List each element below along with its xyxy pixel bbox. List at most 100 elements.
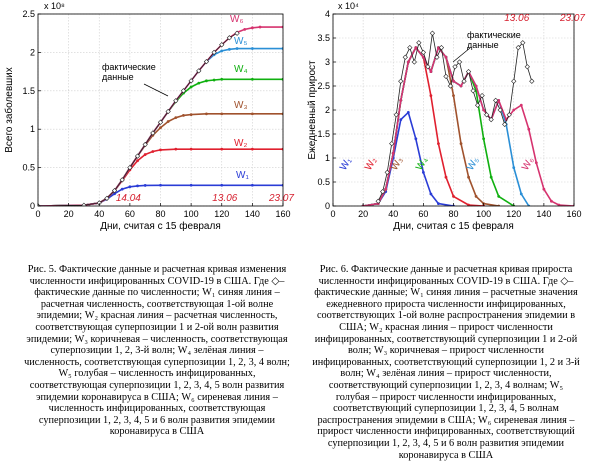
y-tick-label: 2 bbox=[325, 105, 330, 115]
series-point bbox=[250, 183, 254, 187]
x-tick-label: 0 bbox=[35, 209, 40, 219]
actual-data-marker bbox=[456, 59, 463, 65]
x-tick-label: 40 bbox=[388, 209, 398, 219]
actual-data-marker bbox=[465, 68, 472, 75]
series-point bbox=[452, 195, 455, 198]
date-mark-label: 14.04 bbox=[116, 193, 141, 204]
x-tick-label: 40 bbox=[94, 209, 104, 219]
series-point bbox=[452, 79, 455, 83]
actual-data-marker bbox=[127, 164, 133, 171]
actual-data-marker bbox=[380, 188, 386, 195]
series-point bbox=[497, 195, 501, 198]
actual-data-marker bbox=[142, 141, 148, 148]
y-axis-label: Ежедневный прирост bbox=[307, 60, 318, 160]
actual-data-marker bbox=[497, 107, 503, 113]
series-point bbox=[452, 94, 455, 97]
x-tick-label: 120 bbox=[506, 209, 521, 219]
x-tick-label: 80 bbox=[448, 209, 458, 219]
actual-data-marker bbox=[452, 64, 458, 70]
series-point bbox=[182, 113, 185, 117]
series-point bbox=[250, 47, 254, 50]
annotation-arrow bbox=[452, 47, 471, 63]
y-tick-label: 2.5 bbox=[22, 9, 35, 19]
actual-data-marker bbox=[119, 177, 125, 183]
series-point bbox=[220, 147, 224, 151]
series-point bbox=[205, 79, 208, 83]
series-point bbox=[557, 203, 561, 206]
y-tick-label: 3.5 bbox=[317, 33, 330, 43]
y-tick-label: 1.5 bbox=[22, 86, 35, 96]
actual-data-marker bbox=[416, 40, 422, 46]
annotation-arrow bbox=[143, 83, 169, 97]
actual-data-marker bbox=[515, 44, 521, 51]
series-point bbox=[159, 148, 162, 152]
actual-data-marker bbox=[180, 88, 187, 94]
series-point bbox=[212, 78, 216, 82]
chart-left: 0 20 40 60 80 100 120 140 160 0 0.5 1 1.5 2 2.5 Дни, сч… bbox=[3, 1, 294, 232]
series-point bbox=[220, 49, 224, 53]
series-point bbox=[136, 184, 139, 188]
series-point bbox=[151, 150, 155, 153]
series-point bbox=[406, 60, 410, 64]
y-axis-label: Всего заболевших bbox=[3, 67, 15, 153]
date-mark-label: 13.06 bbox=[504, 13, 529, 24]
series-point bbox=[159, 183, 162, 187]
actual-data-marker bbox=[219, 42, 225, 48]
series-point bbox=[189, 113, 193, 117]
series-point bbox=[399, 99, 403, 102]
series-point bbox=[414, 46, 418, 49]
x-tick-label: 100 bbox=[476, 209, 491, 219]
series-point bbox=[519, 192, 523, 196]
series-point bbox=[459, 84, 463, 88]
actual-data-marker bbox=[393, 112, 399, 118]
series-point bbox=[220, 112, 224, 116]
y-tick-label: 0 bbox=[325, 201, 330, 211]
annotation-text: фактические bbox=[102, 62, 156, 72]
y-tick-label: 0.5 bbox=[317, 177, 330, 187]
series-point bbox=[429, 70, 433, 73]
series-point bbox=[250, 147, 254, 151]
series-point bbox=[174, 147, 178, 151]
actual-data-marker bbox=[474, 102, 481, 108]
x-tick-label: 20 bbox=[358, 209, 368, 219]
series-point bbox=[444, 175, 448, 179]
x-tick-label: 20 bbox=[64, 209, 74, 219]
series-point bbox=[258, 25, 262, 29]
actual-data-marker bbox=[429, 30, 436, 36]
actual-data-marker bbox=[420, 49, 426, 56]
y-axis-exponent: x 10⁴ bbox=[338, 1, 359, 11]
actual-data-marker bbox=[529, 78, 535, 84]
y-tick-label: 1 bbox=[325, 153, 330, 163]
actual-data-marker bbox=[488, 116, 494, 123]
series-point bbox=[159, 126, 162, 130]
actual-data-marker bbox=[461, 78, 467, 84]
series-point bbox=[482, 108, 486, 112]
actual-data-marker bbox=[447, 83, 454, 89]
actual-data-marker bbox=[384, 169, 390, 176]
series-point bbox=[414, 137, 418, 141]
actual-data-marker bbox=[493, 97, 499, 104]
y-tick-label: 0 bbox=[30, 201, 35, 211]
series-point bbox=[512, 108, 516, 112]
series-point bbox=[429, 192, 433, 196]
x-tick-label: 100 bbox=[184, 209, 199, 219]
actual-data-marker bbox=[398, 78, 404, 84]
actual-data-marker bbox=[134, 153, 141, 159]
series-label: W₂ bbox=[234, 138, 247, 149]
series-point bbox=[437, 46, 440, 49]
series-point bbox=[482, 137, 486, 141]
y-tick-label: 2.5 bbox=[317, 81, 330, 91]
x-tick-label: 60 bbox=[125, 209, 135, 219]
x-tick-label: 120 bbox=[214, 209, 229, 219]
actual-data-marker bbox=[375, 198, 381, 204]
series-point bbox=[136, 159, 139, 163]
figure-5-caption: Рис. 5. Фактические данные и расчетная к… bbox=[24, 264, 290, 438]
actual-data-marker bbox=[479, 92, 485, 99]
series-point bbox=[519, 103, 523, 107]
actual-data-marker bbox=[81, 202, 87, 206]
series-point bbox=[467, 203, 470, 206]
actual-data-marker bbox=[506, 112, 512, 118]
series-label: W₃ bbox=[234, 100, 248, 111]
actual-data-marker bbox=[111, 188, 118, 194]
actual-data-marker bbox=[434, 54, 440, 60]
